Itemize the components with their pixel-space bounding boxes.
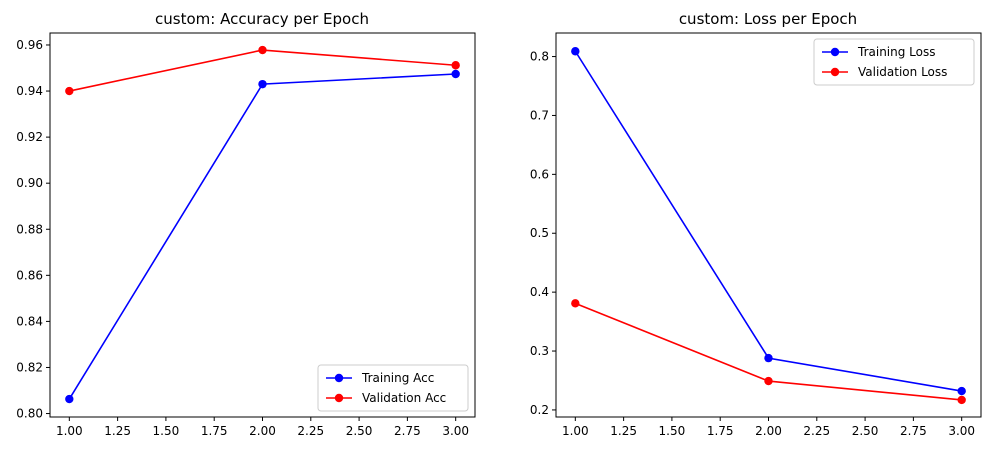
loss-y-tick-label: 0.4 [530,285,549,299]
validation-loss-point [957,395,966,405]
loss-x-tick-label: 2.25 [803,424,830,438]
loss-y-tick-label: 0.5 [530,226,549,240]
accuracy-x-tick-label: 3.00 [442,424,469,438]
accuracy-y-tick-label: 0.86 [16,268,43,282]
training-loss-line [574,50,962,392]
validation-loss-legend-label: Validation Loss [858,65,947,79]
accuracy-axes-frame [49,32,476,418]
validation-acc-legend-label: Validation Acc [362,391,446,405]
loss-legend-box [813,38,975,86]
accuracy-y-tick-label: 0.80 [16,407,43,421]
training-loss-legend-label: Training Loss [857,45,935,59]
accuracy-chart-panel: custom: Accuracy per Epoch 1.00 1.25 1.50 1… [16,10,476,438]
training-acc-line [68,73,456,400]
accuracy-x-tick-label: 2.50 [346,424,373,438]
loss-x-tick-label: 1.75 [707,424,734,438]
accuracy-y-tick-label: 0.88 [16,222,43,236]
training-acc-point [451,69,460,79]
loss-x-tick-label: 1.25 [610,424,637,438]
loss-y-tick-label: 0.7 [530,108,549,122]
validation-acc-point [451,61,460,70]
training-acc-point [65,394,74,404]
accuracy-chart-title: custom: Accuracy per Epoch [155,10,369,28]
validation-loss-point [571,299,580,308]
training-loss-point [957,386,966,396]
accuracy-y-tick-label: 0.96 [16,38,43,52]
loss-chart-title: custom: Loss per Epoch [679,10,857,28]
accuracy-x-tick-label: 1.00 [56,424,83,438]
loss-y-tick-label: 0.3 [530,344,549,358]
training-acc-point [258,79,267,89]
training-loss-point [571,47,580,56]
accuracy-x-tick-label: 1.25 [104,424,131,438]
accuracy-y-tick-label: 0.92 [16,130,43,144]
training-loss-point [764,353,773,363]
loss-x-tick-label: 2.00 [755,424,782,438]
accuracy-x-tick-label: 2.75 [394,424,421,438]
validation-loss-line [575,302,962,401]
loss-x-tick-label: 2.75 [900,424,927,438]
accuracy-x-tick-label: 1.50 [153,424,180,438]
accuracy-x-tick-label: 2.25 [297,424,324,438]
accuracy-y-tick-label: 0.84 [16,314,43,328]
loss-legend: Training Loss Validation Loss [813,38,975,86]
accuracy-y-tick-label: 0.82 [16,360,43,374]
accuracy-legend-box [317,364,469,412]
accuracy-y-tick-label: 0.94 [16,84,43,98]
loss-x-tick-label: 1.50 [659,424,686,438]
accuracy-legend: Training Acc Validation Acc [317,364,469,412]
validation-loss-point [764,376,773,386]
accuracy-y-tick-label: 0.90 [16,176,43,190]
accuracy-x-tick-label: 2.00 [249,424,276,438]
training-acc-legend-label: Training Acc [361,371,434,385]
loss-y-tick-label: 0.6 [530,167,549,181]
loss-y-tick-label: 0.8 [530,50,549,64]
validation-acc-legend-marker [334,393,344,403]
validation-loss-legend-marker [830,67,840,77]
training-acc-legend-marker [334,373,344,383]
accuracy-x-tick-label: 1.75 [201,424,228,438]
loss-x-tick-label: 2.50 [852,424,879,438]
training-loss-legend-marker [830,47,840,57]
loss-x-tick-label: 1.00 [562,424,589,438]
validation-acc-point [258,45,267,55]
validation-acc-point [65,86,74,96]
loss-x-tick-label: 3.00 [948,424,975,438]
loss-chart-panel: custom: Loss per Epoch 1.00 1.25 1.50 1.75 2… [530,10,982,438]
loss-y-tick-label: 0.2 [530,403,549,417]
